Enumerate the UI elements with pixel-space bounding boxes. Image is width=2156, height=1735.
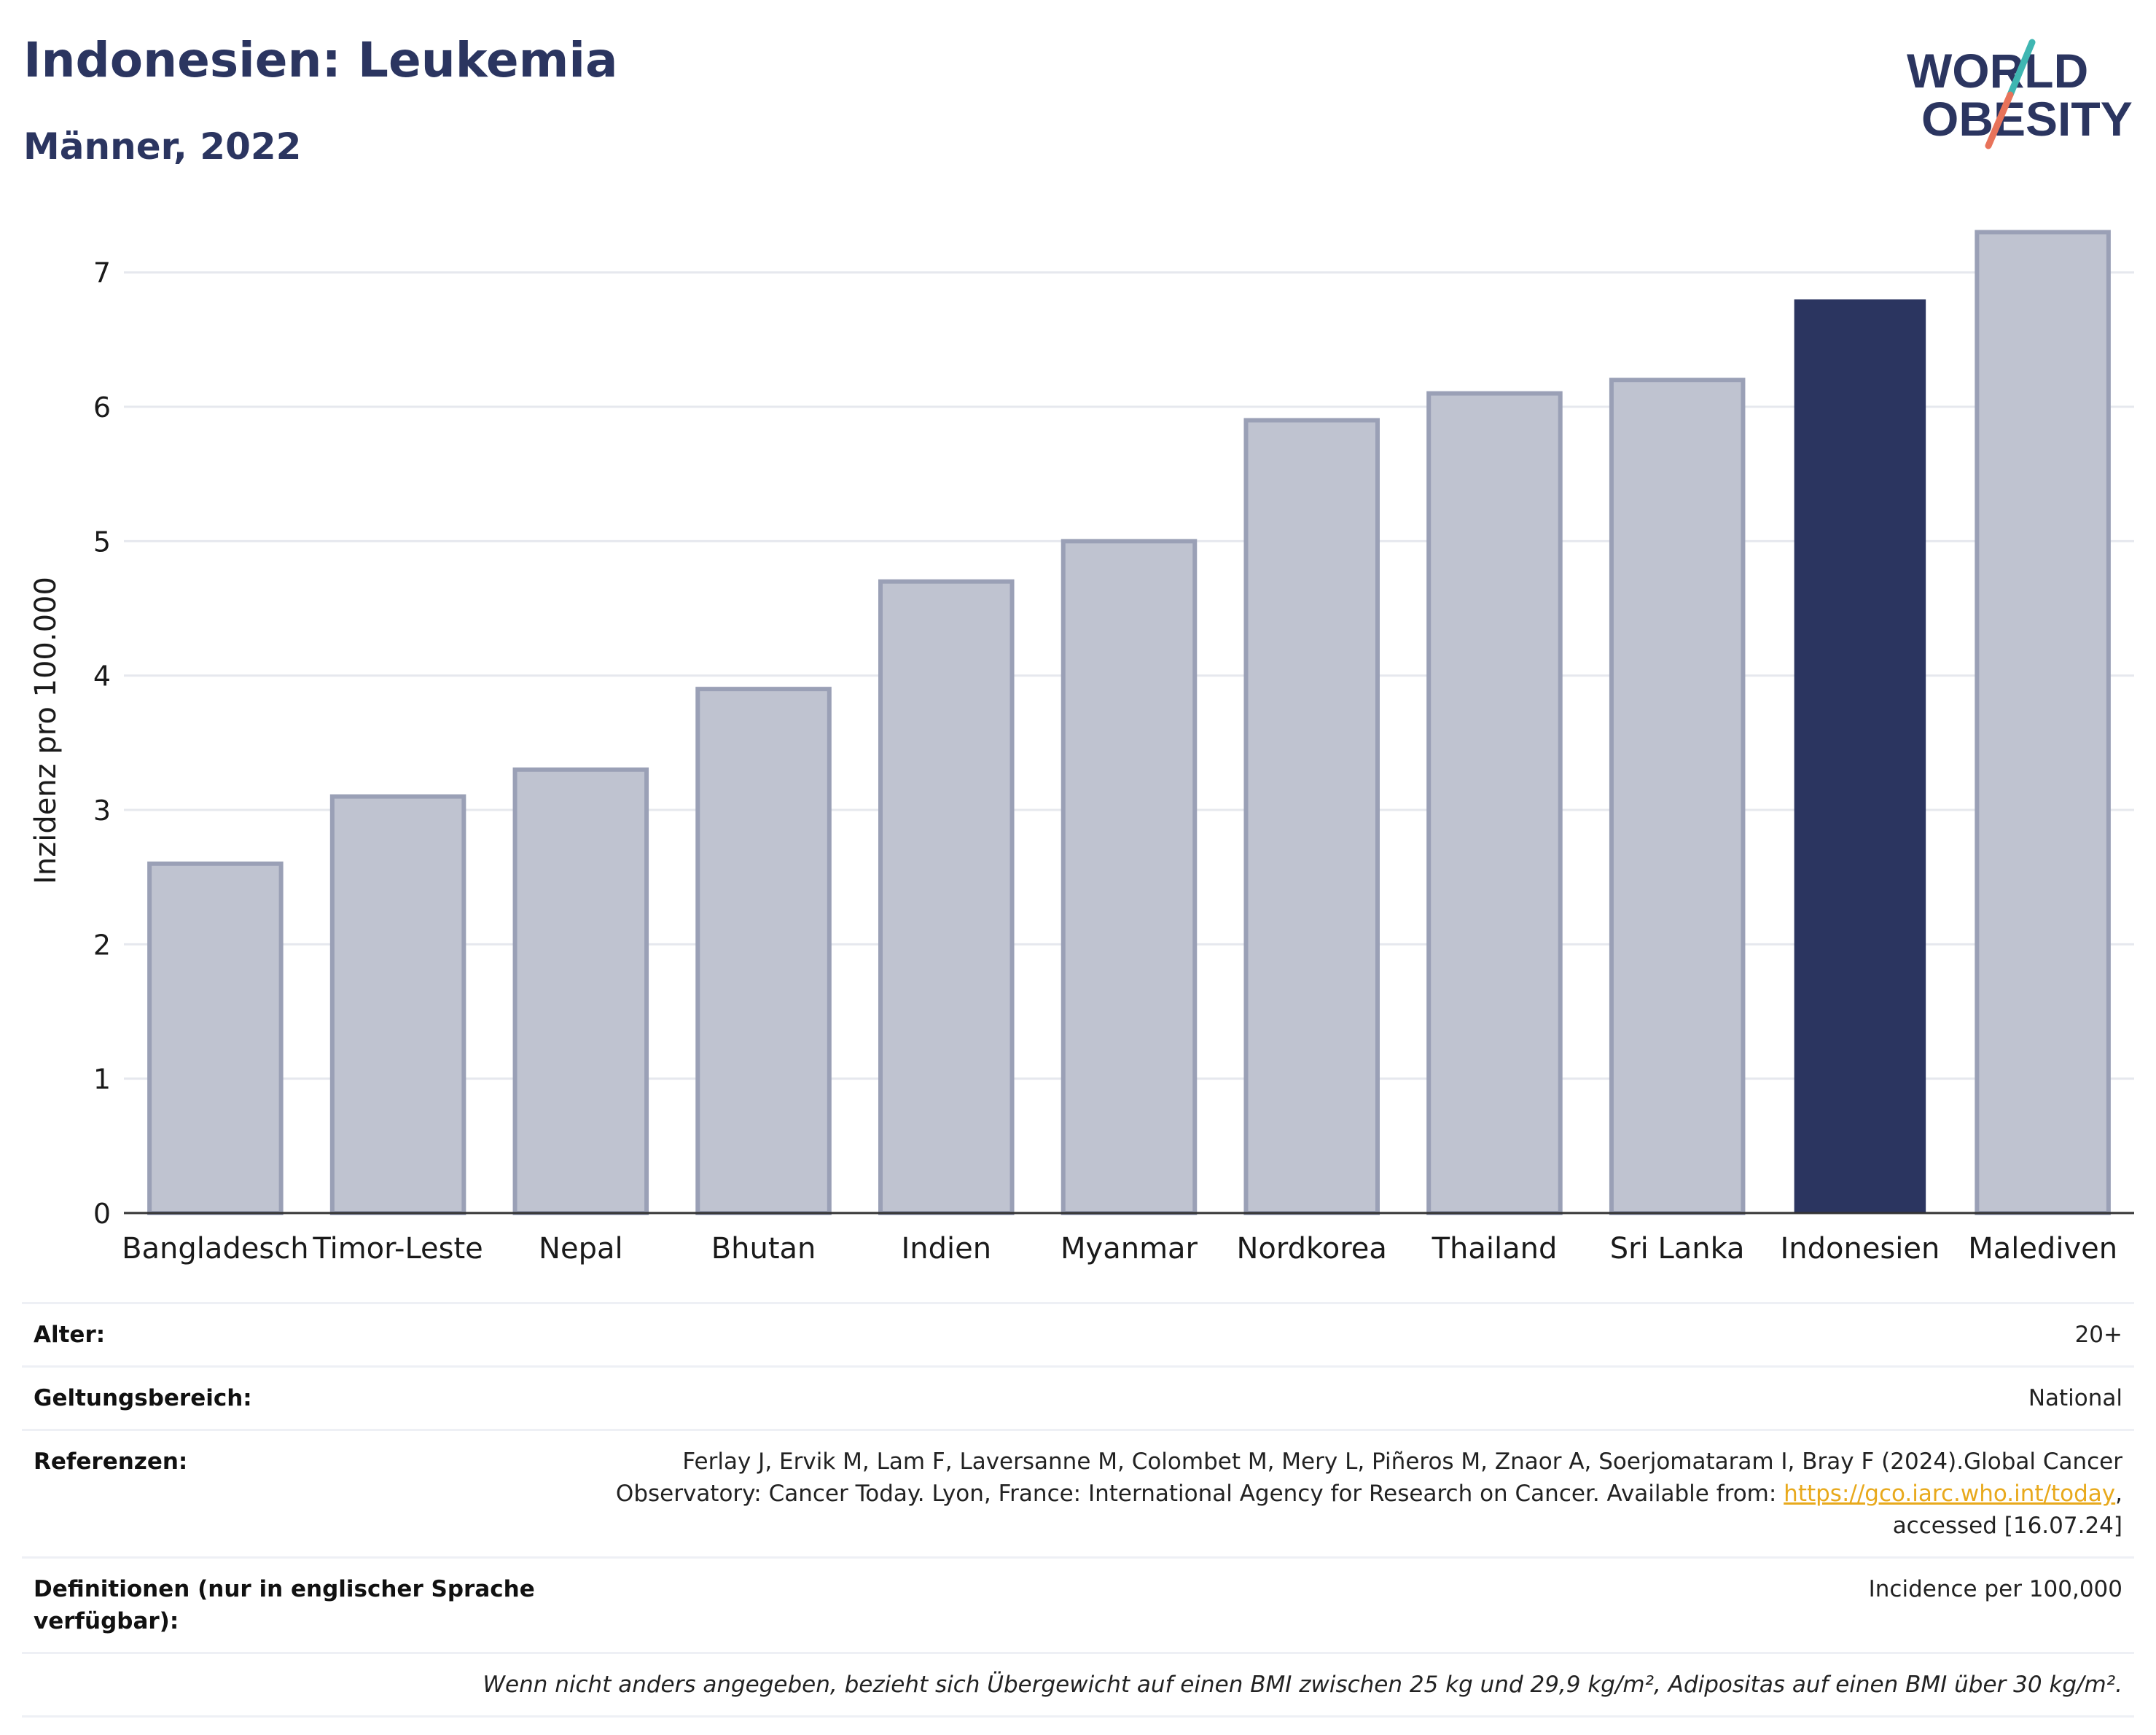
bar-thailand (1426, 391, 1563, 1216)
logo-text-world: WORLD (1907, 44, 2088, 98)
age-value: 20+ (2074, 1322, 2122, 1348)
x-tick-label: Thailand (1432, 1232, 1558, 1266)
definitions-label: Definitionen (nur in englischer Sprache … (34, 1576, 535, 1634)
bars (147, 230, 2111, 1216)
references-link[interactable]: https://gco.iarc.who.int/today (1784, 1481, 2116, 1507)
scope-label: Geltungsbereich: (34, 1385, 252, 1411)
y-tick-label: 3 (93, 795, 111, 827)
y-tick-label: 0 (93, 1198, 111, 1230)
bar-nordkorea (1243, 418, 1380, 1216)
chart-subtitle: Männer, 2022 (23, 125, 302, 168)
y-tick-label: 5 (93, 526, 111, 558)
x-tick-label: Sri Lanka (1610, 1232, 1745, 1266)
bar-myanmar (1061, 539, 1198, 1215)
info-row-scope: Geltungsbereich: National (22, 1365, 2134, 1429)
info-row-definitions: Definitionen (nur in englischer Sprache … (22, 1556, 2134, 1652)
info-row-age: Alter: 20+ (22, 1302, 2134, 1365)
bar-indien (878, 579, 1015, 1215)
bar-chart: 0 1 2 3 4 5 6 7 Bangladesch Timor-Leste Nepal Bhut… (29, 230, 2134, 1266)
x-tick-label: Myanmar (1061, 1232, 1198, 1266)
definitions-value: Incidence per 100,000 (1868, 1576, 2122, 1602)
references-value: Ferlay J, Ervik M, Lam F, Laversanne M, … (616, 1446, 2122, 1542)
info-row-note: Wenn nicht anders angegeben, bezieht sic… (22, 1652, 2134, 1718)
x-tick-label: Nordkorea (1237, 1232, 1387, 1266)
references-text-4: accessed [16.07.24] (1892, 1513, 2122, 1539)
world-obesity-logo: WORLD OBESITY (1907, 39, 2133, 149)
bar-indonesien (1794, 299, 1926, 1213)
y-tick-label: 1 (93, 1064, 111, 1096)
x-tick-label: Bangladesch (122, 1232, 309, 1266)
y-tick-label: 4 (93, 660, 111, 693)
references-text-2: Observatory: Cancer Today. Lyon, France:… (615, 1481, 1784, 1507)
x-tick-label: Indien (901, 1232, 991, 1266)
bmi-note: Wenn nicht anders angegeben, bezieht sic… (483, 1672, 2122, 1698)
bar-timor-leste (329, 794, 466, 1215)
info-table: Alter: 20+ Geltungsbereich: National Ref… (22, 1302, 2134, 1718)
x-axis-ticks: Bangladesch Timor-Leste Nepal Bhutan Indien M… (122, 1232, 2117, 1266)
age-label: Alter: (34, 1322, 106, 1348)
bar-nepal (512, 767, 649, 1215)
references-text-1: Ferlay J, Ervik M, Lam F, Laversanne M, … (682, 1449, 2122, 1475)
logo-slash-teal (2007, 39, 2036, 98)
bar-malediven (1975, 230, 2111, 1216)
bar-sri-lanka (1609, 378, 1746, 1215)
y-axis-label: Inzidenz pro 100.000 (29, 577, 63, 884)
bar-bangladesch (147, 861, 284, 1215)
logo-slash-coral (1985, 91, 2014, 149)
info-row-references: Referenzen: Ferlay J, Ervik M, Lam F, La… (22, 1429, 2134, 1556)
y-tick-label: 6 (93, 391, 111, 424)
y-tick-label: 2 (93, 929, 111, 961)
x-tick-label: Nepal (539, 1232, 623, 1266)
bar-bhutan (695, 687, 832, 1215)
scope-value: National (2028, 1385, 2122, 1411)
references-text-3: , (2115, 1481, 2122, 1507)
logo-text-obesity: OBESITY (1921, 92, 2133, 146)
x-tick-label: Bhutan (711, 1232, 816, 1266)
y-axis-ticks: 0 1 2 3 4 5 6 7 (93, 257, 111, 1230)
x-tick-label: Malediven (1968, 1232, 2117, 1266)
x-tick-label: Indonesien (1780, 1232, 1940, 1266)
x-tick-label: Timor-Leste (312, 1232, 483, 1266)
chart-title: Indonesien: Leukemia (23, 32, 618, 88)
references-label: Referenzen: (34, 1449, 188, 1475)
y-tick-label: 7 (93, 257, 111, 289)
